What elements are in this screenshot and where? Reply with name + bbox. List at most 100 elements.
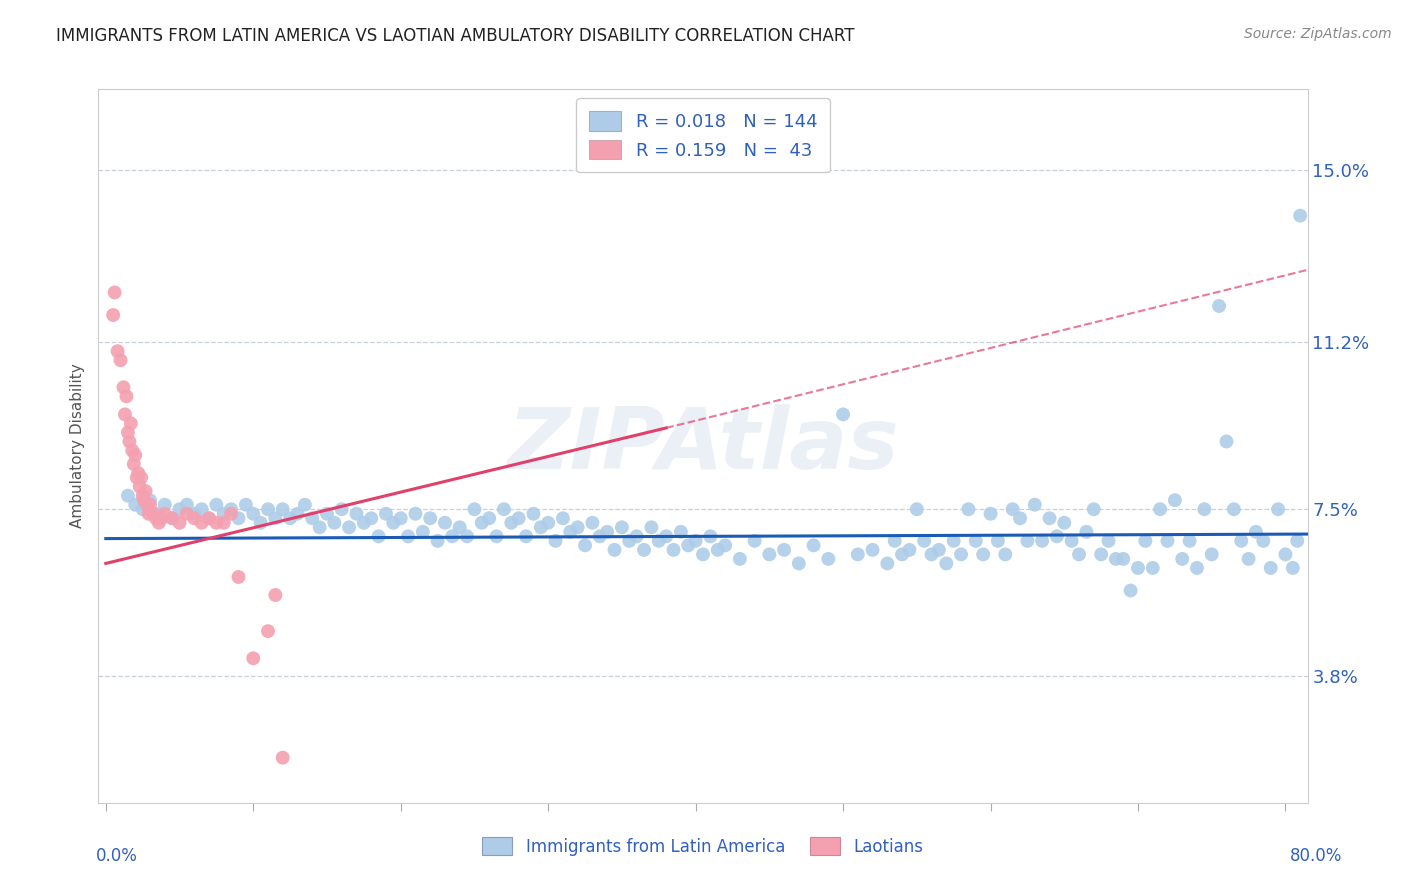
- Point: [183, 511, 205, 525]
- Point: [367, 529, 389, 543]
- Point: [160, 511, 183, 525]
- Point: [567, 520, 589, 534]
- Point: [278, 511, 301, 525]
- Point: [1289, 209, 1312, 223]
- Point: [921, 548, 943, 562]
- Point: [145, 511, 167, 525]
- Point: [994, 548, 1017, 562]
- Point: [301, 511, 323, 525]
- Point: [935, 557, 957, 571]
- Point: [136, 498, 159, 512]
- Point: [382, 516, 405, 530]
- Point: [101, 308, 124, 322]
- Point: [153, 498, 176, 512]
- Point: [135, 484, 157, 499]
- Point: [117, 425, 139, 440]
- Point: [131, 502, 153, 516]
- Point: [950, 548, 973, 562]
- Point: [1164, 493, 1187, 508]
- Point: [114, 408, 136, 422]
- Point: [176, 498, 198, 512]
- Point: [120, 417, 142, 431]
- Text: 0.0%: 0.0%: [96, 847, 138, 864]
- Point: [127, 466, 149, 480]
- Point: [404, 507, 426, 521]
- Point: [1083, 502, 1105, 516]
- Point: [1053, 516, 1076, 530]
- Point: [1076, 524, 1098, 539]
- Point: [972, 548, 994, 562]
- Point: [957, 502, 980, 516]
- Point: [198, 511, 221, 525]
- Point: [544, 533, 567, 548]
- Point: [139, 493, 162, 508]
- Point: [212, 516, 235, 530]
- Point: [980, 507, 1002, 521]
- Point: [1126, 561, 1149, 575]
- Point: [128, 480, 150, 494]
- Point: [803, 538, 825, 552]
- Point: [190, 516, 212, 530]
- Point: [122, 457, 145, 471]
- Point: [942, 533, 965, 548]
- Point: [330, 502, 353, 516]
- Point: [249, 516, 271, 530]
- Point: [131, 489, 153, 503]
- Point: [581, 516, 603, 530]
- Point: [142, 507, 165, 521]
- Point: [1215, 434, 1237, 449]
- Point: [1282, 561, 1305, 575]
- Point: [758, 548, 780, 562]
- Point: [1260, 561, 1282, 575]
- Point: [817, 552, 839, 566]
- Point: [169, 502, 191, 516]
- Point: [596, 524, 619, 539]
- Point: [205, 516, 228, 530]
- Point: [1001, 502, 1024, 516]
- Point: [883, 533, 905, 548]
- Point: [603, 542, 626, 557]
- Text: ZIPAtlas: ZIPAtlas: [508, 404, 898, 488]
- Point: [150, 511, 173, 525]
- Point: [463, 502, 485, 516]
- Point: [104, 285, 127, 300]
- Point: [337, 520, 360, 534]
- Y-axis label: Ambulatory Disability: Ambulatory Disability: [70, 364, 86, 528]
- Point: [115, 389, 138, 403]
- Point: [610, 520, 633, 534]
- Point: [139, 498, 162, 512]
- Point: [1223, 502, 1246, 516]
- Point: [530, 520, 553, 534]
- Text: 80.0%: 80.0%: [1291, 847, 1343, 864]
- Point: [1208, 299, 1230, 313]
- Point: [205, 498, 228, 512]
- Point: [426, 533, 449, 548]
- Point: [389, 511, 412, 525]
- Point: [198, 511, 221, 525]
- Point: [965, 533, 987, 548]
- Point: [183, 507, 205, 521]
- Text: IMMIGRANTS FROM LATIN AMERICA VS LAOTIAN AMBULATORY DISABILITY CORRELATION CHART: IMMIGRANTS FROM LATIN AMERICA VS LAOTIAN…: [56, 27, 855, 45]
- Point: [169, 516, 191, 530]
- Point: [212, 507, 235, 521]
- Point: [1008, 511, 1031, 525]
- Point: [112, 380, 135, 394]
- Point: [471, 516, 494, 530]
- Point: [294, 498, 316, 512]
- Point: [619, 533, 641, 548]
- Text: Source: ZipAtlas.com: Source: ZipAtlas.com: [1244, 27, 1392, 41]
- Point: [456, 529, 478, 543]
- Point: [449, 520, 471, 534]
- Point: [928, 542, 950, 557]
- Point: [228, 511, 250, 525]
- Point: [419, 511, 441, 525]
- Point: [1286, 533, 1309, 548]
- Point: [323, 516, 346, 530]
- Point: [1119, 583, 1142, 598]
- Point: [633, 542, 655, 557]
- Point: [1267, 502, 1289, 516]
- Point: [560, 524, 582, 539]
- Point: [316, 507, 339, 521]
- Point: [242, 507, 264, 521]
- Point: [655, 529, 678, 543]
